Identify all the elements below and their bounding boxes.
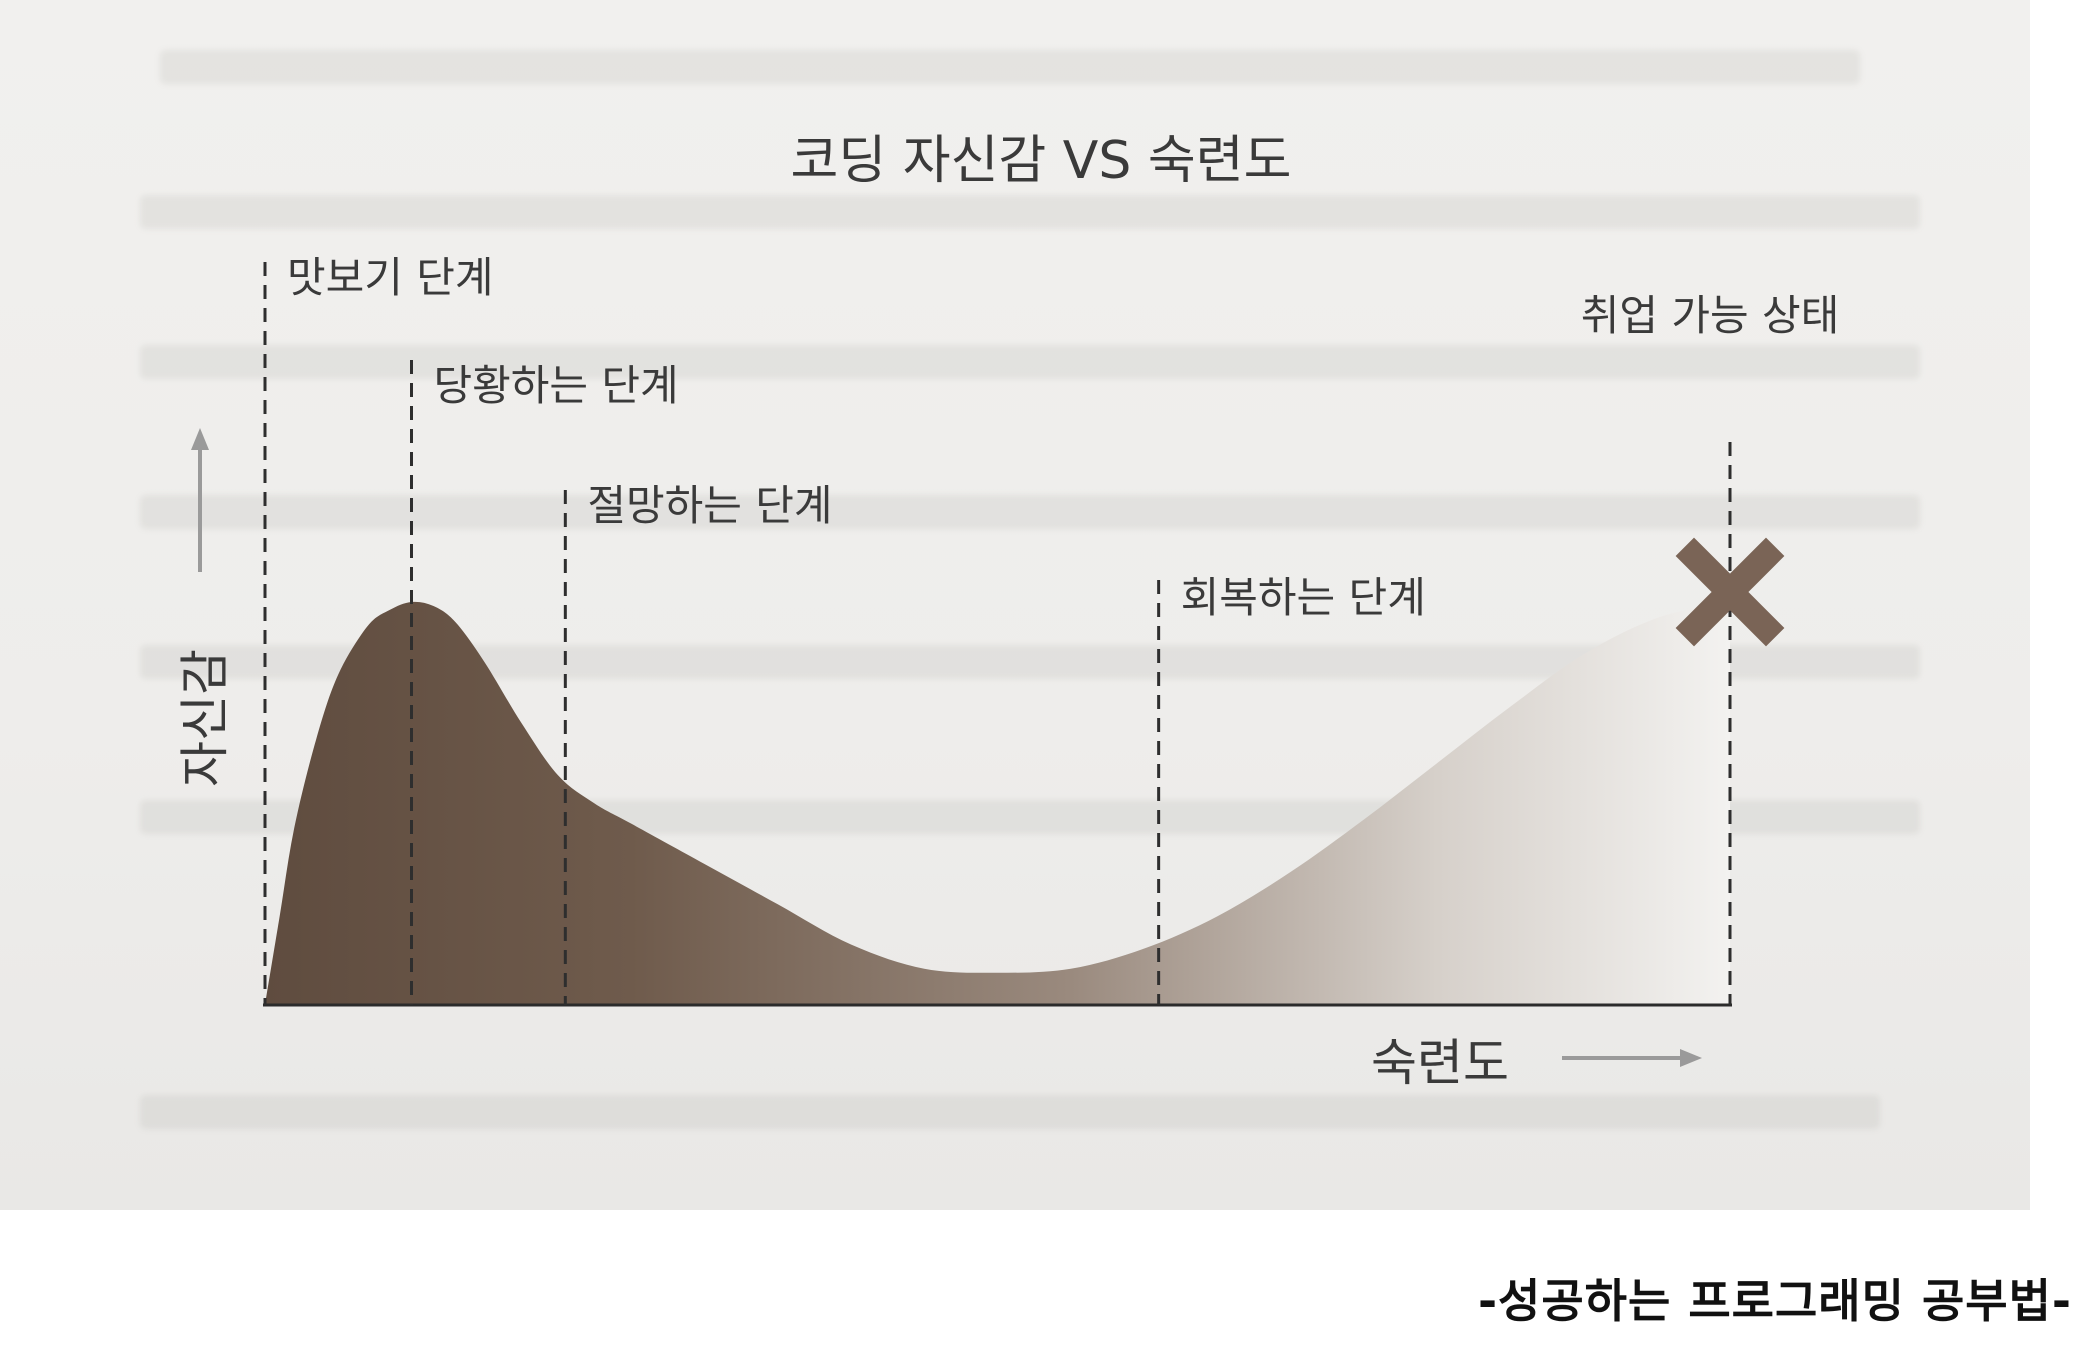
stage-label: 회복하는 단계 xyxy=(1181,573,1426,622)
stage-label: 맛보기 단계 xyxy=(287,253,494,302)
book-page-photo xyxy=(0,0,2030,1210)
goal-x-stroke xyxy=(1675,537,1785,647)
stage-label: 절망하는 단계 xyxy=(587,481,832,530)
y-axis-arrow-head xyxy=(191,428,209,450)
bleed-through-text xyxy=(140,495,1920,529)
stage-label: 당황하는 단계 xyxy=(434,361,679,410)
stage-label: 취업 가능 상태 xyxy=(1581,291,1840,340)
bleed-through-text xyxy=(140,345,1920,379)
bleed-through-text xyxy=(140,195,1920,229)
bleed-through-text xyxy=(160,50,1860,84)
y-axis-label: 자신감 xyxy=(176,649,234,787)
chart-title: 코딩 자신감 VS 숙련도 xyxy=(790,131,1292,191)
x-axis-arrow-head xyxy=(1680,1049,1702,1067)
bleed-through-text xyxy=(140,1095,1880,1129)
confidence-area-series xyxy=(265,601,1730,1005)
x-axis-label: 숙련도 xyxy=(1371,1034,1509,1092)
source-caption: -성공하는 프로그래밍 공부법- xyxy=(1477,1274,2072,1328)
goal-x-marker xyxy=(1675,537,1785,647)
